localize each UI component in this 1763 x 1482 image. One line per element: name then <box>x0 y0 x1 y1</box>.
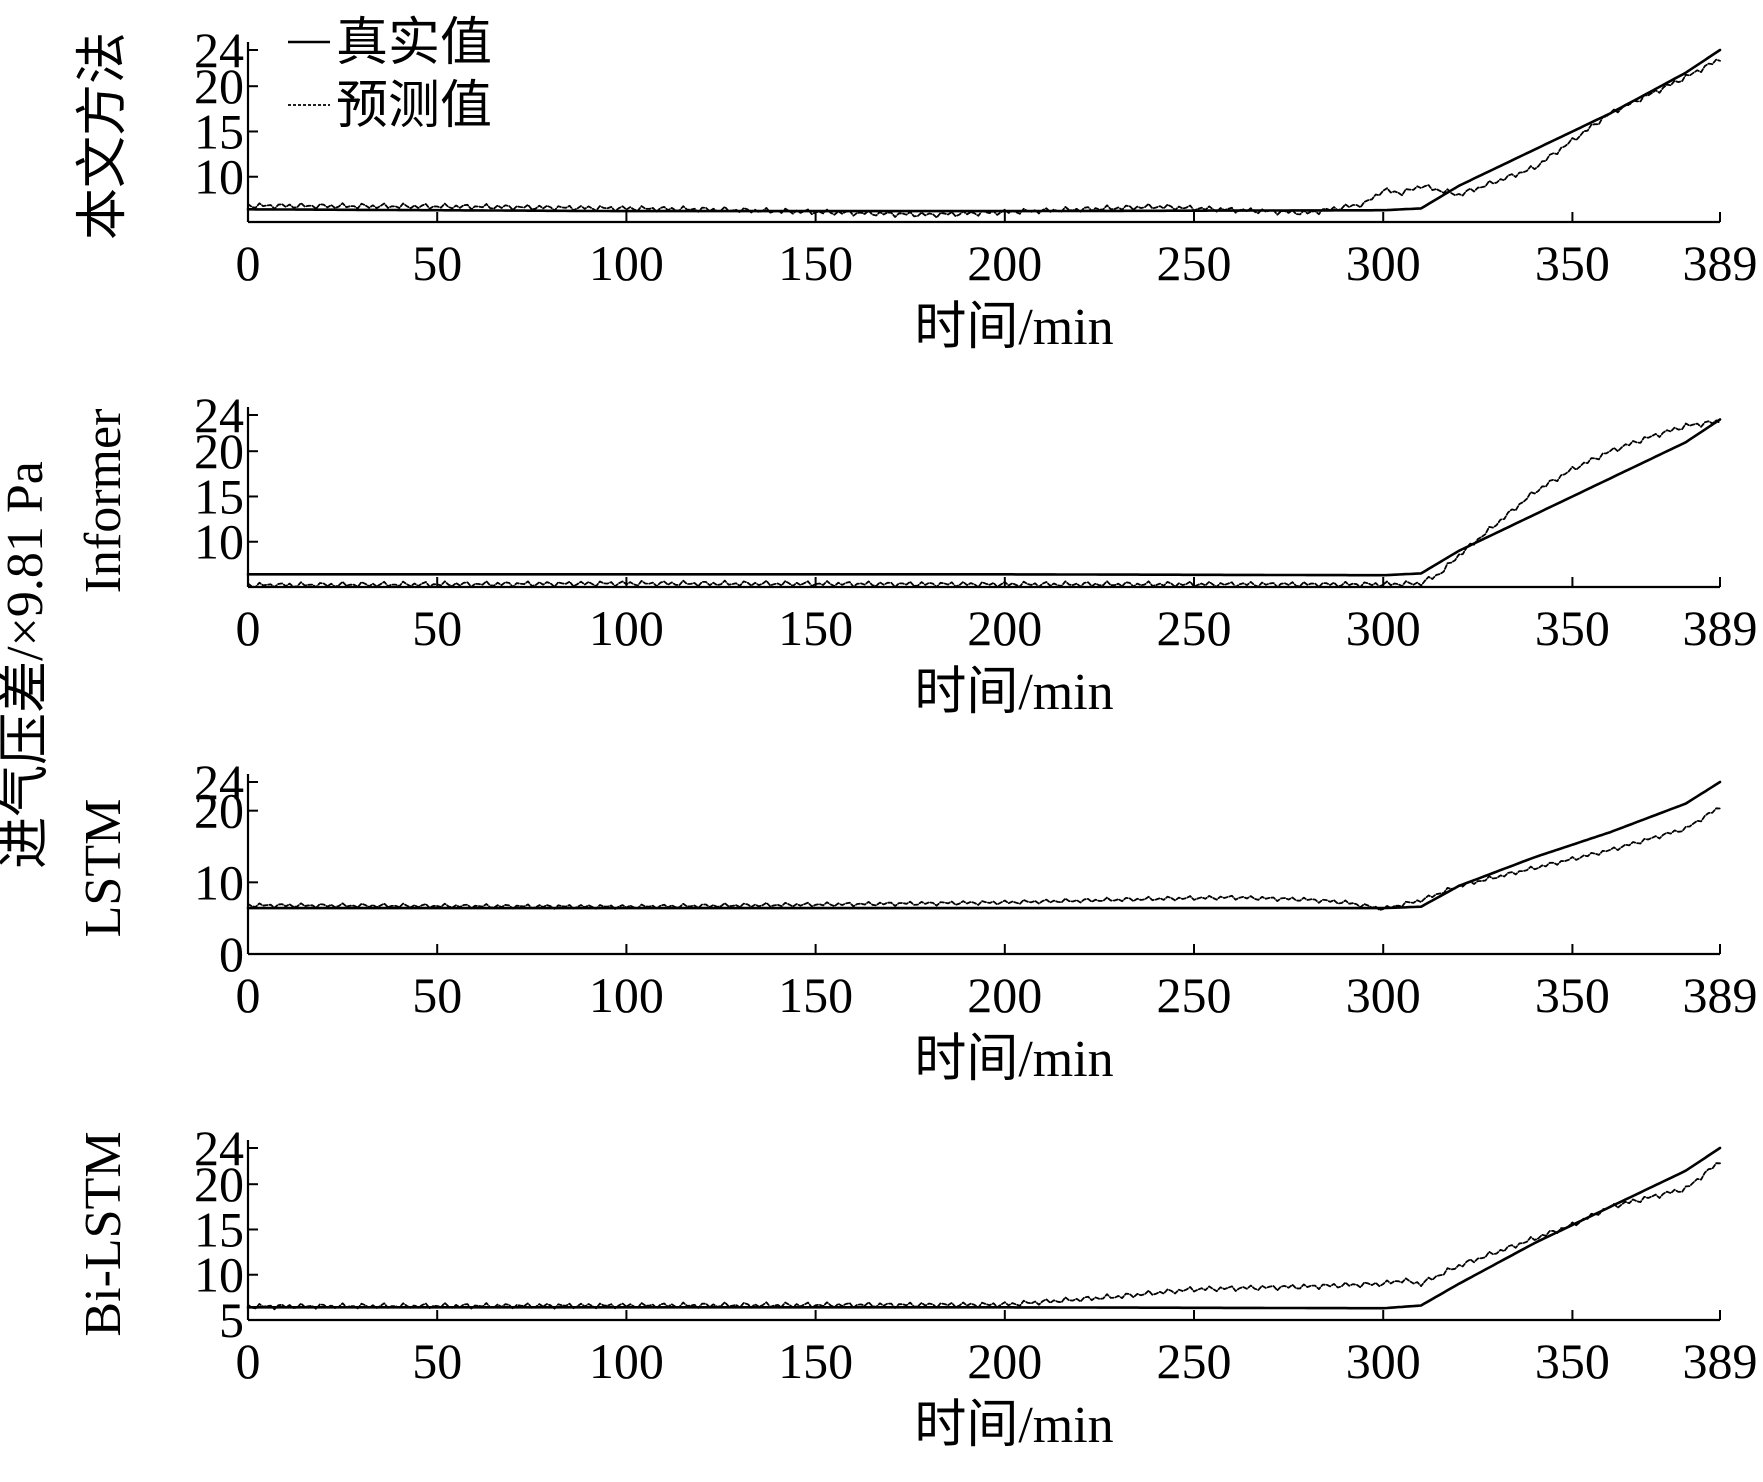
y-tick-label: 15 <box>194 103 244 159</box>
x-tick-label: 389 <box>1683 235 1758 291</box>
x-tick-label: 300 <box>1346 600 1421 656</box>
legend: 真实值 预测值 <box>288 15 492 135</box>
x-tick-label: 100 <box>589 600 664 656</box>
x-tick-label: 50 <box>412 600 462 656</box>
x-tick-label: 0 <box>236 967 261 1023</box>
legend-predicted-label: 预测值 <box>336 78 492 135</box>
x-tick-label: 200 <box>967 600 1042 656</box>
x-tick-label: 250 <box>1157 235 1232 291</box>
x-tick-label: 50 <box>412 1333 462 1389</box>
x-tick-label: 350 <box>1535 235 1610 291</box>
x-tick-label: 350 <box>1535 967 1610 1023</box>
x-tick-label: 350 <box>1535 600 1610 656</box>
x-tick-label: 200 <box>967 1333 1042 1389</box>
x-tick-label: 250 <box>1157 967 1232 1023</box>
x-tick-label: 300 <box>1346 1333 1421 1389</box>
x-tick-label: 0 <box>236 600 261 656</box>
x-axis-label: 时间/min <box>914 299 1113 356</box>
panel-label: 本文方法 <box>75 32 132 240</box>
series-actual-line <box>246 780 1722 910</box>
x-tick-label: 100 <box>589 1333 664 1389</box>
y-tick-label: 24 <box>194 22 244 78</box>
x-tick-label: 50 <box>412 235 462 291</box>
y-tick-label: 15 <box>194 468 244 524</box>
y-tick-label: 24 <box>194 754 244 810</box>
x-tick-label: 100 <box>589 967 664 1023</box>
panel-label: LSTM <box>75 799 132 938</box>
y-tick-label: 15 <box>194 1201 244 1257</box>
y-tick-label: 24 <box>194 387 244 443</box>
panel-label: Bi-LSTM <box>75 1131 132 1336</box>
y-tick-label: 20 <box>194 58 244 114</box>
x-tick-label: 389 <box>1683 600 1758 656</box>
y-tick-label: 10 <box>194 854 244 910</box>
x-tick-label: 350 <box>1535 1333 1610 1389</box>
y-tick-label: 24 <box>194 1120 244 1176</box>
x-tick-label: 0 <box>236 235 261 291</box>
y-tick-label: 10 <box>194 149 244 205</box>
x-tick-label: 0 <box>236 1333 261 1389</box>
series-predicted-line <box>247 1162 1721 1311</box>
legend-actual-label: 真实值 <box>336 15 492 72</box>
y-tick-label: 0 <box>219 926 244 982</box>
shared-y-axis-label: 进气压差/×9.81 Pa <box>0 461 54 869</box>
y-tick-label: 20 <box>194 783 244 839</box>
x-tick-label: 300 <box>1346 967 1421 1023</box>
x-tick-label: 389 <box>1683 967 1758 1023</box>
series-actual-line <box>246 1146 1722 1310</box>
x-tick-label: 200 <box>967 235 1042 291</box>
x-axis-label: 时间/min <box>914 664 1113 721</box>
x-tick-label: 250 <box>1157 600 1232 656</box>
x-axis-label: 时间/min <box>914 1397 1113 1454</box>
y-tick-label: 5 <box>219 1292 244 1348</box>
series-actual-line <box>246 418 1722 577</box>
x-tick-label: 200 <box>967 967 1042 1023</box>
panel-label: Informer <box>75 409 132 594</box>
x-tick-label: 300 <box>1346 235 1421 291</box>
x-tick-label: 50 <box>412 967 462 1023</box>
x-tick-label: 389 <box>1683 1333 1758 1389</box>
y-tick-label: 20 <box>194 423 244 479</box>
series-predicted-line <box>247 807 1721 911</box>
x-tick-label: 150 <box>778 1333 853 1389</box>
y-tick-label: 10 <box>194 514 244 570</box>
series-predicted-line <box>247 419 1721 588</box>
x-tick-label: 150 <box>778 235 853 291</box>
x-tick-label: 150 <box>778 600 853 656</box>
panels: 0 50 100 150 200 250 300 350 38910152024时间/min本文… <box>75 22 1758 1454</box>
y-tick-label: 10 <box>194 1247 244 1303</box>
y-tick-label: 20 <box>194 1156 244 1212</box>
series-predicted-line <box>247 58 1721 219</box>
x-tick-label: 150 <box>778 967 853 1023</box>
x-axis-label: 时间/min <box>914 1031 1113 1088</box>
x-tick-label: 100 <box>589 235 664 291</box>
x-tick-label: 250 <box>1157 1333 1232 1389</box>
